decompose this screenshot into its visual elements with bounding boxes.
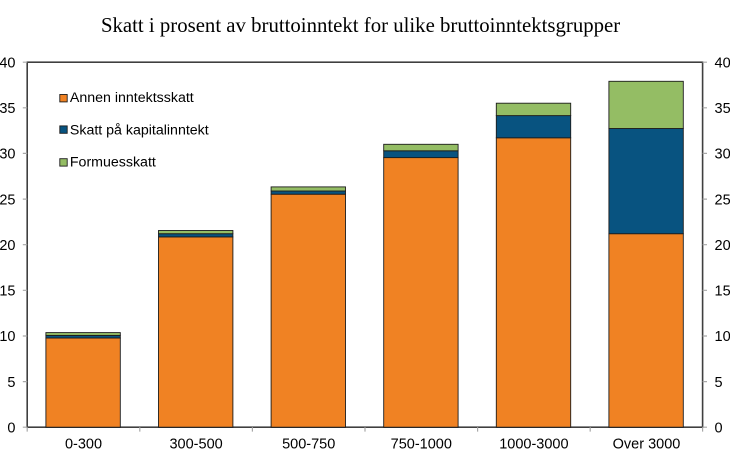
svg-text:40: 40 (0, 55, 16, 71)
svg-text:10: 10 (0, 329, 16, 345)
svg-text:Formuesskatt: Formuesskatt (70, 155, 156, 171)
svg-text:30: 30 (715, 147, 730, 163)
svg-text:30: 30 (0, 147, 16, 163)
svg-text:Over 3000: Over 3000 (613, 437, 681, 453)
svg-text:Skatt på kapitalinntekt: Skatt på kapitalinntekt (70, 122, 209, 138)
svg-text:1000-3000: 1000-3000 (499, 437, 568, 453)
svg-text:20: 20 (715, 238, 730, 254)
svg-text:500-750: 500-750 (282, 437, 335, 453)
svg-text:25: 25 (715, 192, 730, 208)
svg-text:25: 25 (0, 192, 16, 208)
svg-text:Skatt i prosent av bruttoinnte: Skatt i prosent av bruttoinntekt for uli… (101, 14, 620, 37)
svg-text:750-1000: 750-1000 (391, 437, 452, 453)
svg-text:5: 5 (715, 375, 723, 391)
svg-text:15: 15 (715, 284, 730, 300)
svg-text:40: 40 (715, 55, 730, 71)
svg-text:20: 20 (0, 238, 16, 254)
svg-text:Annen inntektsskatt: Annen inntektsskatt (70, 90, 194, 106)
svg-text:0-300: 0-300 (65, 437, 102, 453)
svg-text:15: 15 (0, 284, 16, 300)
svg-text:0: 0 (7, 420, 15, 436)
svg-text:5: 5 (7, 375, 15, 391)
svg-text:10: 10 (715, 329, 730, 345)
svg-text:35: 35 (715, 101, 730, 117)
svg-text:0: 0 (715, 420, 723, 436)
svg-text:35: 35 (0, 101, 16, 117)
svg-text:300-500: 300-500 (169, 437, 222, 453)
